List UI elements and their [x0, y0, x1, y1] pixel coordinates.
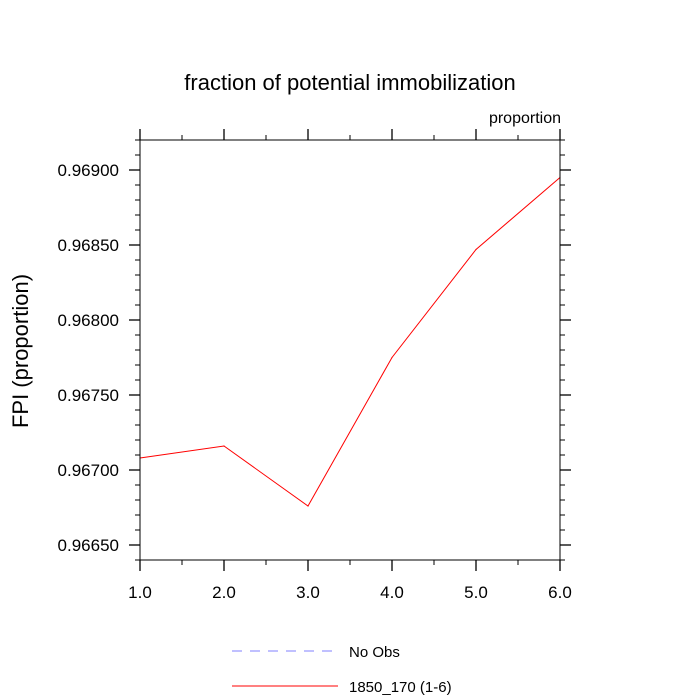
data-point: [223, 445, 225, 447]
x-tick-label: 5.0: [464, 583, 488, 602]
y-tick-label: 0.96750: [58, 386, 119, 405]
label-layer: 1.0 2.0 3.0 4.0 5.0 6.0 0.96650 0.96700 0.96750 0…: [58, 161, 572, 602]
y-tick-label: 0.96700: [58, 461, 119, 480]
x-tick-label: 3.0: [296, 583, 320, 602]
data-point: [475, 248, 477, 251]
legend-label: No Obs: [349, 644, 400, 661]
x-tick-label: 1.0: [128, 583, 152, 602]
y-tick-label: 0.96900: [58, 161, 119, 180]
x-tick-label: 6.0: [548, 583, 572, 602]
legend-label: 1850_170 (1-6): [349, 679, 452, 696]
y-axis-label: FPI (proportion): [8, 274, 33, 428]
data-point: [391, 356, 393, 359]
series-line: [139, 177, 561, 507]
plot-frame: [139, 139, 561, 561]
units-label: proportion: [489, 110, 561, 127]
tick-layer: [129, 129, 571, 571]
data-point: [307, 505, 309, 507]
chart-title: fraction of potential immobilization: [184, 70, 515, 95]
x-tick-label: 4.0: [380, 583, 404, 602]
x-tick-label: 2.0: [212, 583, 236, 602]
y-tick-label: 0.96650: [58, 536, 119, 555]
legend: No Obs 1850_170 (1-6): [232, 644, 452, 696]
y-tick-label: 0.96850: [58, 236, 119, 255]
series-layer: [139, 176, 561, 507]
y-tick-label: 0.96800: [58, 311, 119, 330]
